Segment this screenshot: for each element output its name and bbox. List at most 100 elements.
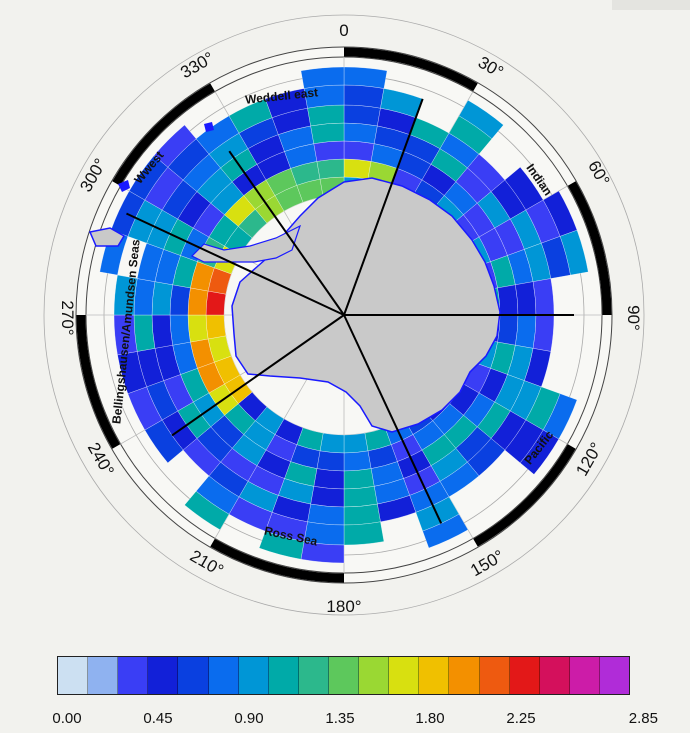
colorbar-swatch <box>539 657 570 694</box>
data-cell <box>515 281 537 316</box>
colorbar-swatch <box>118 657 149 694</box>
data-cell <box>316 450 345 472</box>
colorbar-tick: 2.85 <box>628 710 658 727</box>
colorbar-tick: 1.80 <box>415 710 445 727</box>
data-cell <box>184 490 230 530</box>
island-coast <box>88 227 126 247</box>
data-cell <box>169 314 191 346</box>
data-cell <box>497 314 519 346</box>
colorbar-swatch <box>509 657 540 694</box>
data-cell <box>422 513 469 549</box>
colorbar-swatch <box>148 657 179 694</box>
colorbar-swatch <box>599 657 630 694</box>
sector-boundary-line <box>126 212 345 316</box>
data-cell <box>205 314 226 340</box>
data-cell <box>497 284 519 316</box>
colorbar-tick: 1.35 <box>325 710 355 727</box>
colorbar-swatch <box>88 657 119 694</box>
data-cell <box>133 314 156 352</box>
peninsula-landmass <box>190 224 302 263</box>
data-cell <box>343 433 369 454</box>
data-cell <box>519 429 559 475</box>
data-cell <box>151 314 173 349</box>
data-cell <box>515 314 537 349</box>
frame-black-segment <box>473 444 576 547</box>
colorbar-swatch <box>208 657 239 694</box>
data-cell <box>532 278 555 316</box>
frame-black-segment <box>112 83 215 186</box>
degree-label-30: 30° <box>475 53 507 82</box>
data-cell <box>343 521 385 546</box>
colorbar-tick: 0.90 <box>234 710 264 727</box>
colorbar-swatch <box>569 657 600 694</box>
data-cell <box>319 433 345 454</box>
data-cell <box>313 468 345 490</box>
colorbar-swatch <box>58 657 89 694</box>
frame-black-segment <box>76 314 121 449</box>
colorbar-swatch <box>178 657 209 694</box>
data-cell <box>458 100 504 140</box>
colorbar-swatch <box>359 657 390 694</box>
data-cell <box>343 104 381 127</box>
data-cell <box>187 287 209 316</box>
sector-boundaries <box>126 98 574 524</box>
data-cell <box>343 158 372 180</box>
degree-label-60: 60° <box>584 157 613 189</box>
data-cell <box>205 290 226 316</box>
data-cell <box>559 229 589 276</box>
frame-black-segment <box>210 538 345 583</box>
data-cell <box>310 122 345 144</box>
frame-black-segment <box>567 181 612 316</box>
colorbar-swatch <box>479 657 510 694</box>
colorbar-swatch <box>268 657 299 694</box>
data-cell <box>343 468 375 490</box>
island-coast <box>204 122 214 132</box>
data-cell <box>151 281 173 316</box>
data-cell <box>343 122 378 144</box>
colorbar-tick: 2.25 <box>506 710 536 727</box>
colorbar-swatch <box>419 657 450 694</box>
data-cell <box>169 284 191 316</box>
latitude-circle <box>43 14 645 616</box>
data-cell <box>307 104 345 127</box>
data-cell <box>343 503 381 526</box>
data-cell <box>343 140 375 162</box>
colorbar <box>57 656 630 695</box>
colorbar-swatch <box>328 657 360 694</box>
data-cell <box>380 88 423 118</box>
sector-boundary-line <box>228 150 345 316</box>
data-cells <box>99 66 589 564</box>
polar-map: 0 30° 60° 90° 120° 150° 180° 210° 240° 2… <box>43 14 645 616</box>
colorbar-swatch <box>449 657 480 694</box>
colorbar-tick: 0.45 <box>143 710 173 727</box>
colorbar-tick: 0.00 <box>52 710 82 727</box>
colorbar-swatch <box>238 657 269 694</box>
data-cell <box>258 530 305 560</box>
data-cell <box>153 124 197 168</box>
colorbar-swatch <box>298 657 329 694</box>
data-cell <box>313 140 345 162</box>
degree-label-0: 0 <box>339 21 348 40</box>
sector-boundary-line <box>171 314 345 437</box>
data-cell <box>316 158 345 180</box>
degree-label-180: 180° <box>326 597 361 616</box>
island-coast <box>118 180 130 192</box>
degree-label-300: 300° <box>76 155 110 195</box>
data-cell <box>343 84 385 109</box>
data-cell <box>300 66 345 89</box>
sector-boundary-line <box>343 98 424 316</box>
data-cell <box>343 66 388 89</box>
data-cell <box>343 486 378 508</box>
data-cell <box>532 314 555 352</box>
sector-boundary-line <box>343 314 443 524</box>
data-cell <box>307 503 345 526</box>
degree-label-90: 90° <box>624 305 643 331</box>
data-cell <box>187 314 209 343</box>
degree-label-270: 270° <box>58 300 77 335</box>
degree-label-150: 150° <box>467 546 507 580</box>
degree-label-330: 330° <box>177 48 217 82</box>
colorbar-swatch <box>389 657 420 694</box>
corner-panel <box>612 0 690 10</box>
data-cell <box>310 486 345 508</box>
frame-black-segment <box>343 47 478 92</box>
